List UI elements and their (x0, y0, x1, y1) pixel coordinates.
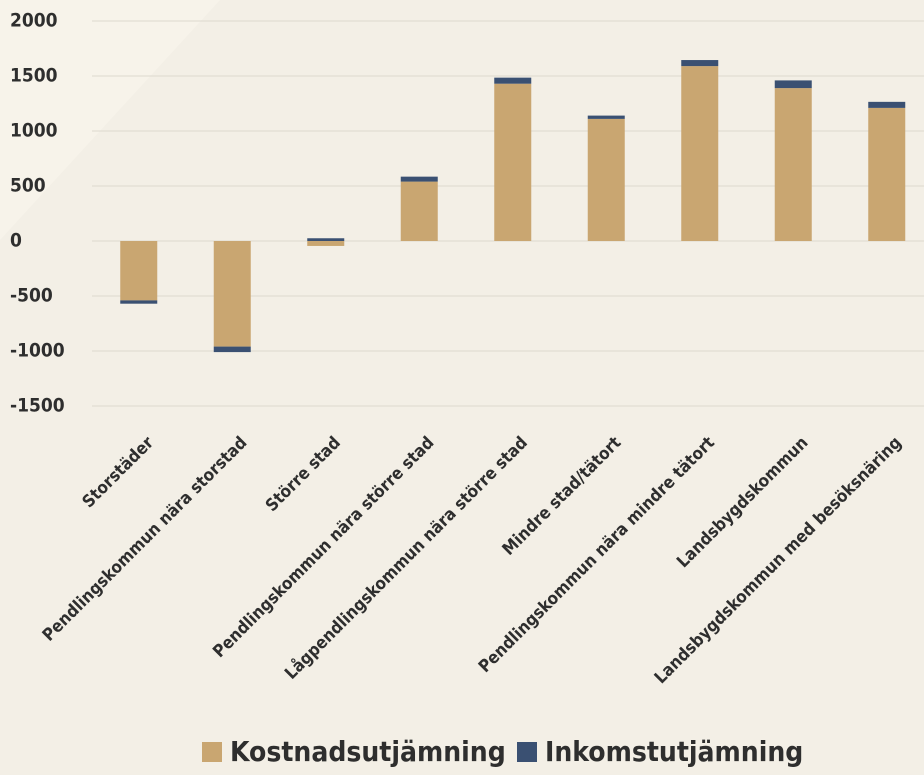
legend-swatch (517, 742, 537, 762)
bar-segment (774, 80, 812, 89)
bar-segment (868, 107, 906, 242)
bar-segment (400, 181, 438, 241)
y-tick-label: 2000 (10, 10, 58, 32)
bar-segment (681, 66, 719, 241)
bar-segment (868, 101, 906, 108)
bar-segment (494, 83, 532, 241)
legend-label: Inkomstutjämning (545, 735, 803, 768)
x-tick-label: Storstäder (79, 433, 159, 513)
bar-segment (494, 77, 532, 84)
bar-segment (307, 238, 345, 241)
bar-segment (120, 300, 158, 304)
y-tick-label: -1500 (10, 395, 65, 417)
bar-segment (774, 88, 812, 241)
y-tick-label: 0 (10, 230, 22, 252)
bar-segment (587, 115, 625, 119)
y-tick-label: 500 (10, 175, 46, 197)
x-tick-label: Pendlingskommun nära storstad (39, 433, 252, 646)
y-tick-label: -1000 (10, 340, 65, 362)
x-tick-label: Större stad (262, 433, 345, 516)
bar-segment (681, 60, 719, 67)
bar-segment (120, 241, 158, 301)
legend-label: Kostnadsutjämning (230, 735, 506, 768)
y-tick-label: 1000 (10, 120, 58, 142)
bar-segment (587, 118, 625, 241)
bar-segment (400, 176, 438, 182)
legend-swatch (202, 742, 222, 762)
bar-segment (307, 241, 345, 246)
background-accent (0, 0, 220, 240)
y-tick-label: -500 (10, 285, 53, 307)
y-tick-label: 1500 (10, 65, 58, 87)
bar-segment (213, 346, 251, 353)
bar-segment (213, 241, 251, 347)
